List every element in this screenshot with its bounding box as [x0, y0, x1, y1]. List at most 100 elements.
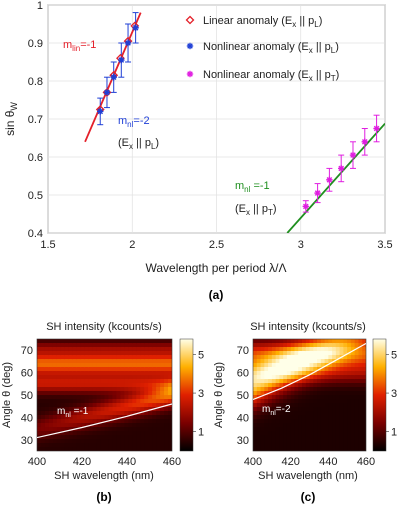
- heatmap-cell: [283, 359, 288, 364]
- heatmap-cell: [335, 363, 341, 368]
- heatmap-cell: [92, 395, 98, 400]
- heatmap-cell: [271, 387, 277, 392]
- heatmap-cell: [52, 387, 58, 392]
- heatmap-cell: [108, 375, 114, 380]
- heatmap-cell: [152, 351, 157, 356]
- panel-a-x-axis-label: Wavelength per period λ/Λ: [146, 261, 287, 275]
- heatmap-cell: [362, 395, 366, 400]
- heatmap-cell: [160, 431, 165, 436]
- heatmap-cell: [104, 355, 110, 360]
- heatmap-cell: [335, 439, 341, 444]
- heatmap-cell: [317, 407, 322, 412]
- heatmap-cell: [309, 411, 314, 416]
- heatmap-cell: [283, 387, 288, 392]
- heatmap-cell: [100, 351, 106, 356]
- heatmap-cell: [290, 443, 296, 448]
- heatmap-cell: [108, 399, 114, 404]
- heatmap-cell: [140, 383, 145, 388]
- heatmap-cell: [339, 427, 344, 432]
- heatmap-cell: [309, 379, 314, 384]
- heatmap-cell: [40, 355, 46, 360]
- heatmap-cell: [309, 387, 314, 392]
- heatmap-cell: [104, 391, 110, 396]
- heatmap-cell: [37, 367, 42, 372]
- heatmap-cell: [279, 355, 284, 360]
- heatmap-cell: [298, 399, 303, 404]
- heatmap-cell: [84, 439, 90, 444]
- heatmap-cell: [164, 415, 169, 420]
- heatmap-cell: [60, 407, 66, 412]
- heatmap-cell: [253, 431, 258, 436]
- heatmap-cell: [140, 447, 145, 451]
- heatmap-cell: [354, 359, 360, 364]
- heatmap-cell: [332, 387, 337, 392]
- heatmap-cell: [362, 415, 366, 420]
- heatmap-cell: [132, 387, 137, 392]
- heatmap-cell: [40, 427, 46, 432]
- heatmap-cell: [320, 395, 326, 400]
- heatmap-cell: [164, 439, 169, 444]
- heatmap-cell: [324, 423, 329, 428]
- heatmap-cell: [279, 367, 284, 372]
- heatmap-cell: [268, 387, 273, 392]
- heatmap-cell: [112, 447, 118, 451]
- heatmap-cell: [76, 419, 82, 424]
- heatmap-cell: [60, 379, 66, 384]
- heatmap-cell: [56, 423, 62, 428]
- heatmap-cell: [156, 363, 161, 368]
- heatmap-cell: [68, 359, 74, 364]
- heatmap-cell: [128, 359, 133, 364]
- annotation-mnl-pt: mnl =-1: [235, 180, 270, 194]
- heatmap-cell: [294, 435, 299, 440]
- heatmap-cell: [362, 435, 366, 440]
- heatmap-cell: [144, 395, 149, 400]
- heatmap-cell: [305, 379, 311, 384]
- heatmap-cell: [37, 391, 42, 396]
- heatmap-cell: [279, 419, 284, 424]
- heatmap-cell: [256, 391, 262, 396]
- heatmap-cell: [358, 419, 363, 424]
- heatmap-cell: [56, 347, 62, 352]
- heatmap-cell: [116, 387, 121, 392]
- heatmap-cell: [144, 359, 149, 364]
- heatmap-cell: [286, 391, 292, 396]
- heatmap-cell: [313, 343, 318, 348]
- heatmap-cell: [264, 387, 269, 392]
- heatmap-cell: [112, 387, 118, 392]
- heatmap-cell: [148, 443, 153, 448]
- heatmap-cell: [37, 355, 42, 360]
- heatmap-cell: [84, 419, 90, 424]
- heatmap-cell: [279, 423, 284, 428]
- heatmap-cell: [313, 387, 318, 392]
- heatmap-cell: [290, 411, 296, 416]
- heatmap-cell: [84, 359, 90, 364]
- heatmap-cell: [164, 431, 169, 436]
- heatmap-cell: [279, 391, 284, 396]
- heatmap-cell: [136, 439, 141, 444]
- heatmap-cell: [148, 339, 153, 344]
- heatmap-cell: [271, 439, 277, 444]
- heatmap-cell: [264, 351, 269, 356]
- heatmap-cell: [37, 375, 42, 380]
- heatmap-cell: [76, 427, 82, 432]
- heatmap-cell: [279, 435, 284, 440]
- heatmap-cell: [136, 403, 141, 408]
- heatmap-cell: [104, 443, 110, 448]
- heatmap-cell: [298, 363, 303, 368]
- heatmap-cell: [116, 391, 121, 396]
- heatmap-cell: [309, 351, 314, 356]
- heatmap-cell: [80, 375, 86, 380]
- heatmap-cell: [96, 427, 102, 432]
- heatmap-cell: [320, 439, 326, 444]
- heatmap-cell: [156, 387, 161, 392]
- heatmap-cell: [164, 359, 169, 364]
- heatmap-cell: [112, 343, 118, 348]
- heatmap-cell: [275, 355, 280, 360]
- heatmap-cell: [128, 355, 133, 360]
- heatmap-cell: [160, 423, 165, 428]
- heatmap-cell: [132, 415, 137, 420]
- heatmap-cell: [40, 415, 46, 420]
- heatmap-cell: [104, 439, 110, 444]
- heatmap-curve-line: [37, 403, 172, 439]
- heatmap-cell: [347, 443, 352, 448]
